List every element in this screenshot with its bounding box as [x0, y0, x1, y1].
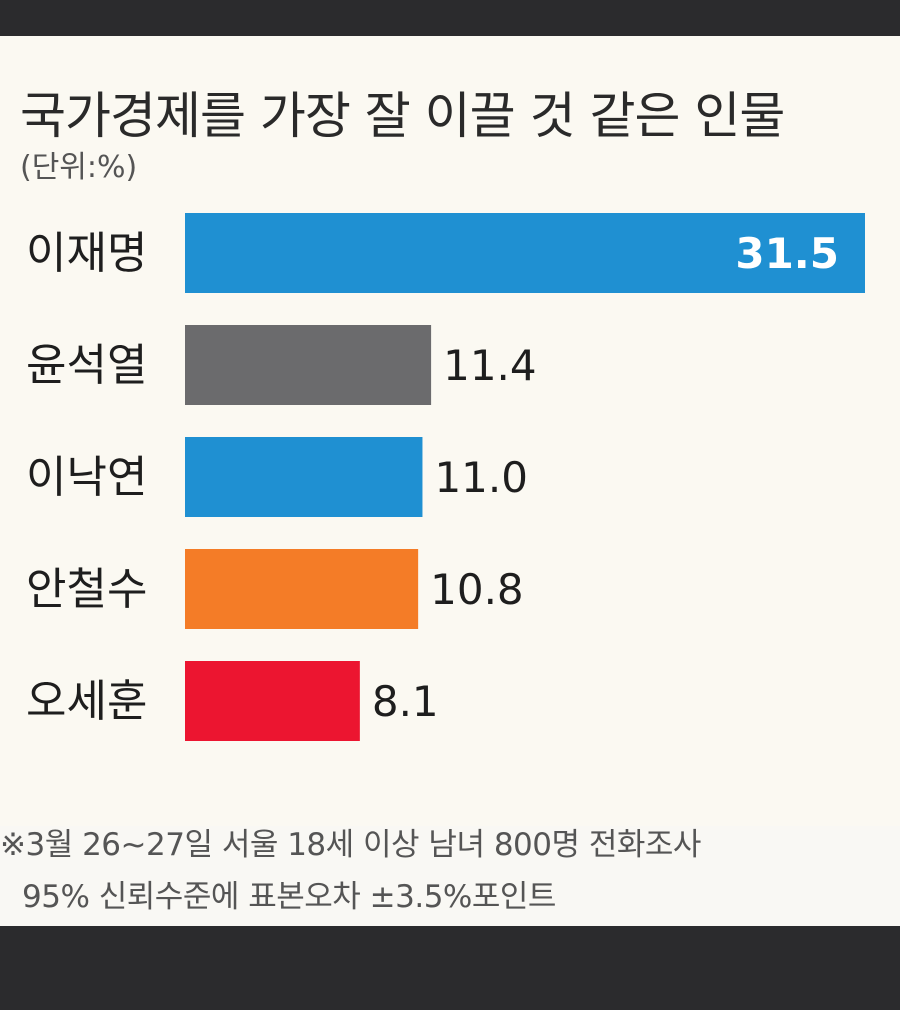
category-label: 윤석열 — [26, 340, 147, 391]
value-label: 10.8 — [430, 565, 524, 614]
footnote-survey-info: ※3월 26~27일 서울 18세 이상 남녀 800명 전화조사 — [0, 827, 701, 863]
chart-panel: 국가경제를 가장 잘 이끌 것 같은 인물 (단위:%) 이재명 31.5 윤석열 1… — [0, 36, 900, 926]
chart-title: 국가경제를 가장 잘 이끌 것 같은 인물 — [20, 87, 785, 145]
chart-card: 국가경제를 가장 잘 이끌 것 같은 인물 (단위:%) 이재명 31.5 윤석열 1… — [0, 36, 900, 826]
footnote-margin-of-error: 95% 신뢰수준에 표본오차 ±3.5%포인트 — [22, 879, 556, 915]
value-label: 11.4 — [443, 341, 537, 390]
category-label: 이낙연 — [26, 452, 147, 503]
category-label: 안철수 — [26, 564, 147, 615]
category-label: 이재명 — [26, 228, 147, 279]
bar — [185, 437, 423, 517]
bar — [185, 213, 865, 293]
unit-label: (단위:%) — [20, 150, 138, 185]
value-label: 8.1 — [372, 677, 439, 726]
bar — [185, 325, 432, 405]
bar — [185, 549, 419, 629]
value-label: 11.0 — [434, 453, 528, 502]
bar — [185, 661, 360, 741]
value-label: 31.5 — [735, 229, 839, 278]
category-label: 오세훈 — [26, 676, 147, 727]
bar-chart: 이재명 31.5 윤석열 11.4 이낙연 11.0 안철수 10.8 오세훈 8.1 — [26, 213, 865, 741]
